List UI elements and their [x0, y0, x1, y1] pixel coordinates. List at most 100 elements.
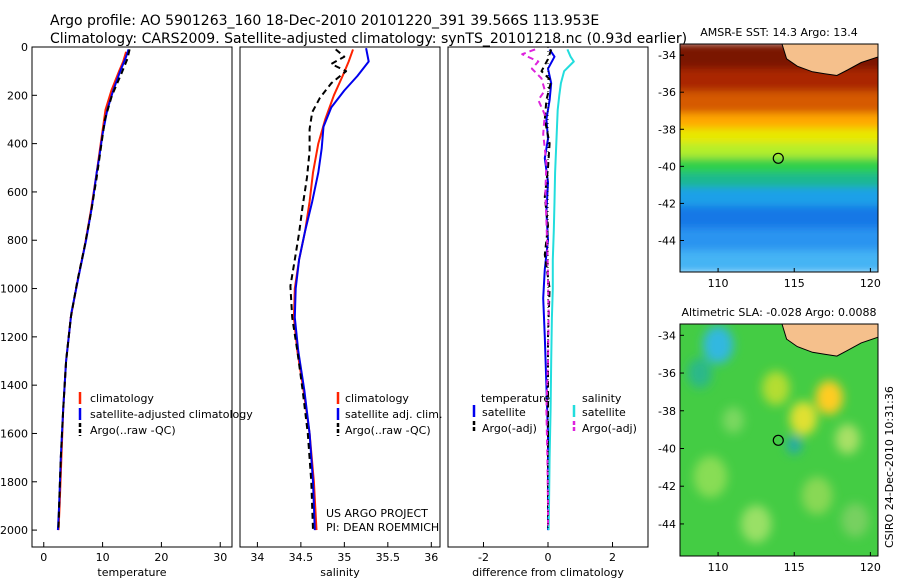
y-tick-label: -34 — [658, 329, 676, 342]
sla-anomalies — [687, 325, 869, 543]
salinity-legend: climatology satellite adj. clim. Argo(..… — [326, 392, 442, 534]
sst-band — [680, 228, 878, 253]
legend-label-climatology: climatology — [90, 392, 154, 405]
sla-anomaly — [702, 325, 734, 364]
x-tick-label: 34 — [250, 551, 264, 564]
series-climatology — [57, 51, 128, 531]
y-tick-label: 0 — [21, 41, 28, 54]
x-axis-label: temperature — [97, 566, 166, 579]
sla-anomaly — [740, 505, 772, 543]
legend-label-argo: Argo(..raw -QC) — [90, 424, 176, 437]
x-tick-label: 36 — [424, 551, 438, 564]
map-frame — [679, 323, 879, 557]
figure-title-line1: Argo profile: AO 5901263_160 18-Dec-2010… — [50, 13, 599, 29]
sla-anomaly — [762, 371, 790, 406]
x-tick-label: 34.5 — [289, 551, 314, 564]
series-argo-raw-qc — [57, 49, 131, 528]
y-tick-label: -38 — [658, 405, 676, 418]
y-tick-label: 600 — [7, 186, 28, 199]
series-climatology — [292, 49, 354, 531]
x-tick-label: 115 — [784, 277, 805, 290]
legend-label-satellite: satellite adj. clim. — [345, 408, 442, 421]
series-satellite-adjusted-climatology — [56, 49, 130, 531]
y-tick-label: -44 — [658, 518, 676, 531]
y-tick-label: 1800 — [0, 476, 28, 489]
x-tick-label: 10 — [96, 551, 110, 564]
land-area — [781, 44, 878, 77]
y-tick-label: -36 — [658, 367, 676, 380]
y-tick-label: -40 — [658, 442, 676, 455]
sst-band — [680, 187, 878, 209]
y-tick-label: -42 — [658, 197, 676, 210]
y-tick-label: -38 — [658, 123, 676, 136]
map-frame — [679, 43, 879, 273]
x-tick-label: 120 — [860, 561, 881, 574]
x-tick-label: -2 — [478, 551, 489, 564]
sla-anomaly — [801, 476, 833, 515]
y-tick-label: -36 — [658, 86, 676, 99]
salinity-panel: 34 34.5 35 35.5 36 salinity — [239, 46, 441, 579]
legend-label-temp-satellite: satellite — [482, 406, 526, 419]
sla-anomaly — [722, 406, 744, 434]
map-title: AMSR-E SST: 14.3 Argo: 13.4 — [700, 26, 858, 39]
legend-label-sal-satellite: satellite — [582, 406, 626, 419]
map-title: Altimetric SLA: -0.028 Argo: 0.0088 — [682, 306, 877, 319]
difference-legend: temperature satellite Argo(-adj) salinit… — [472, 392, 637, 435]
y-tick-label: 1400 — [0, 379, 28, 392]
sst-map: AMSR-E SST: 14.3 Argo: 13.4 110 115 120 -34 -… — [658, 26, 881, 290]
x-tick-label: 120 — [860, 277, 881, 290]
y-tick-label: -34 — [658, 49, 676, 62]
legend-label-temp-argo: Argo(-adj) — [482, 422, 537, 435]
sla-anomaly — [687, 357, 712, 389]
sst-band — [680, 143, 878, 160]
y-tick-label: 1600 — [0, 427, 28, 440]
sla-anomaly — [841, 503, 869, 538]
pi-credit: PI: DEAN ROEMMICH — [326, 521, 439, 534]
x-tick-label: 35.5 — [376, 551, 401, 564]
sst-band — [680, 250, 878, 272]
sst-band — [680, 68, 878, 94]
y-tick-label: 400 — [7, 138, 28, 151]
x-axis-label: difference from climatology — [472, 566, 624, 579]
series-salinity-satellite — [547, 48, 575, 531]
legend-heading-salinity: salinity — [582, 392, 622, 405]
plot-frame — [239, 46, 441, 548]
y-tick-label: -42 — [658, 480, 676, 493]
y-tick-label: 2000 — [0, 524, 28, 537]
sla-anomaly — [815, 380, 843, 415]
sla-anomaly — [786, 435, 802, 455]
project-credit: US ARGO PROJECT — [326, 507, 428, 520]
map-field — [680, 324, 878, 556]
plot-frame — [31, 46, 233, 548]
series-satellite-adj-clim — [293, 48, 370, 531]
legend-label-climatology: climatology — [345, 392, 409, 405]
x-tick-label: 115 — [784, 561, 805, 574]
sla-anomaly — [835, 423, 860, 455]
land-area — [781, 324, 878, 357]
y-tick-label: 800 — [7, 234, 28, 247]
sla-map: Altimetric SLA: -0.028 Argo: 0.0088 110 11… — [658, 306, 881, 574]
timestamp-stamp: CSIRO 24-Dec-2010 10:31:36 — [883, 386, 896, 548]
sst-band — [680, 128, 878, 146]
sst-band — [680, 157, 878, 175]
x-tick-label: 110 — [708, 277, 729, 290]
legend-label-argo: Argo(..raw -QC) — [345, 424, 431, 437]
x-tick-label: 0 — [40, 551, 47, 564]
temperature-panel: 0 10 20 30 temperature 0 200 400 600 800 1000 1200 1… — [0, 41, 233, 579]
sst-band — [680, 206, 878, 231]
x-tick-label: 110 — [708, 561, 729, 574]
sst-band — [680, 91, 878, 116]
legend-label-sal-argo: Argo(-adj) — [582, 422, 637, 435]
y-tick-label: 1000 — [0, 283, 28, 296]
temperature-legend: climatology satellite-adjusted climatolo… — [78, 392, 253, 437]
y-tick-label: -44 — [658, 234, 676, 247]
sst-band — [680, 172, 878, 190]
y-tick-label: 200 — [7, 89, 28, 102]
legend-heading-temperature: temperature — [481, 392, 550, 405]
sla-anomaly — [789, 401, 818, 436]
x-tick-label: 30 — [213, 551, 227, 564]
x-tick-label: 2 — [609, 551, 616, 564]
x-tick-label: 20 — [154, 551, 168, 564]
sst-bands — [680, 44, 878, 272]
